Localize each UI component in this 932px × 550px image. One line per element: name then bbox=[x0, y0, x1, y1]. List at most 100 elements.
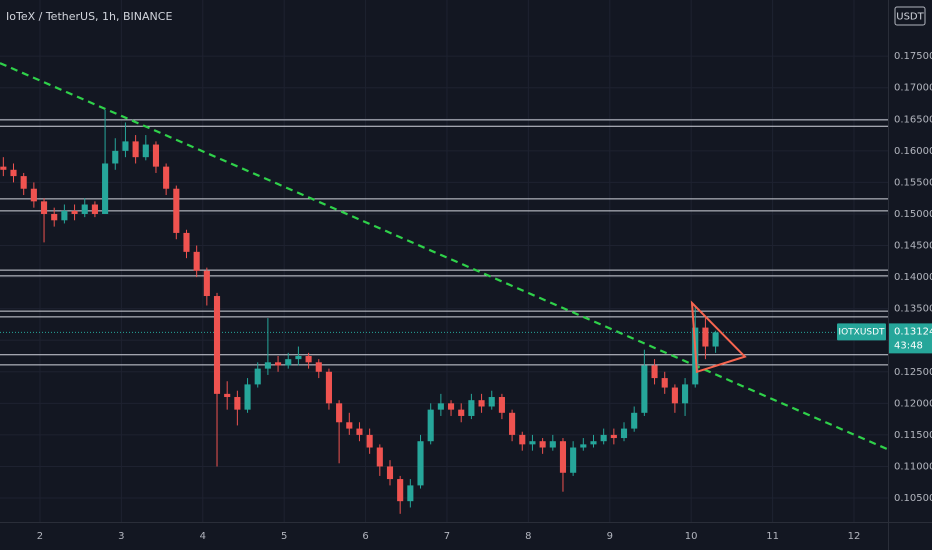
x-tick-label: 9 bbox=[607, 531, 613, 542]
candle-body bbox=[295, 355, 302, 360]
candle-body bbox=[447, 403, 455, 410]
last-price-box bbox=[889, 323, 932, 354]
symbol-box bbox=[837, 323, 886, 341]
candle-body bbox=[346, 422, 353, 429]
y-tick-label: 0.16000 bbox=[894, 146, 932, 157]
candle-body bbox=[305, 355, 312, 363]
candle-body bbox=[661, 378, 668, 388]
candle-body bbox=[71, 210, 78, 214]
y-tick-label: 0.10500 bbox=[894, 493, 932, 504]
y-tick-label: 0.15000 bbox=[894, 209, 932, 220]
candle-body bbox=[163, 166, 170, 189]
candle-body bbox=[244, 384, 251, 410]
candle-body bbox=[142, 144, 149, 158]
chart-title: IoTeX / TetherUS, 1h, BINANCE bbox=[6, 10, 172, 23]
candle-body bbox=[407, 485, 414, 502]
candle-body bbox=[641, 365, 648, 413]
candle-body bbox=[152, 144, 160, 167]
y-tick-label: 0.12000 bbox=[894, 398, 932, 409]
candle-body bbox=[427, 409, 434, 442]
candle-body bbox=[478, 400, 485, 407]
candle-body bbox=[712, 332, 719, 347]
x-tick-label: 8 bbox=[525, 531, 531, 542]
candle-body bbox=[254, 368, 261, 385]
candle-body bbox=[173, 188, 180, 233]
candle-body bbox=[580, 444, 587, 448]
candle-body bbox=[193, 251, 200, 271]
countdown: 43:48 bbox=[894, 340, 923, 351]
y-tick-label: 0.16500 bbox=[894, 114, 932, 125]
candle-body bbox=[224, 393, 231, 398]
candle-body bbox=[61, 210, 68, 221]
candle-body bbox=[0, 166, 7, 170]
candle-body bbox=[620, 428, 628, 439]
y-tick-label: 0.17000 bbox=[894, 83, 932, 94]
currency[interactable]: USDT bbox=[896, 12, 924, 23]
x-tick-label: 3 bbox=[118, 531, 124, 542]
triangle-pattern bbox=[690, 300, 747, 374]
candle-body bbox=[376, 447, 383, 467]
candle-body bbox=[51, 213, 58, 221]
candle-body bbox=[91, 204, 98, 214]
trendline bbox=[0, 62, 888, 451]
candle-body bbox=[570, 447, 577, 473]
y-tick-label: 0.11000 bbox=[894, 461, 932, 472]
candle-body bbox=[264, 362, 271, 369]
y-tick-label: 0.14500 bbox=[894, 241, 932, 252]
x-tick-label: 7 bbox=[444, 531, 450, 542]
y-tick-label: 0.13500 bbox=[894, 304, 932, 315]
candle-body bbox=[671, 387, 678, 404]
x-tick-label: 4 bbox=[200, 531, 206, 542]
candle-body bbox=[366, 434, 373, 448]
candle-body bbox=[509, 412, 516, 435]
candle-body bbox=[336, 403, 343, 423]
candle-body bbox=[315, 362, 322, 372]
candle-body bbox=[112, 150, 119, 164]
candle-body bbox=[417, 441, 424, 486]
candle-body bbox=[488, 397, 495, 407]
candle-body bbox=[610, 434, 617, 439]
currency-box[interactable] bbox=[894, 6, 926, 26]
candle-body bbox=[20, 176, 27, 189]
y-tick-label: 0.12500 bbox=[894, 367, 932, 378]
candle-body bbox=[468, 400, 475, 416]
candle-body bbox=[183, 232, 190, 252]
candle-body bbox=[529, 441, 536, 445]
symbol-label: IOTXUSDT bbox=[838, 327, 885, 337]
candle-body bbox=[631, 412, 638, 429]
candle-body bbox=[600, 434, 607, 442]
x-tick-label: 5 bbox=[281, 531, 287, 542]
candle-body bbox=[213, 296, 221, 394]
candle-body bbox=[539, 441, 546, 448]
candle-body bbox=[702, 327, 709, 347]
y-tick-label: 0.11500 bbox=[894, 430, 932, 441]
candle-body bbox=[203, 270, 210, 297]
candle-body bbox=[519, 434, 526, 445]
candle-body bbox=[458, 409, 465, 416]
candle-body bbox=[590, 441, 597, 445]
candle-body bbox=[437, 403, 444, 410]
last-price-label: 0.13124 bbox=[894, 326, 932, 337]
candle-body bbox=[132, 141, 139, 158]
candle-body bbox=[40, 201, 48, 214]
candle-body bbox=[10, 169, 17, 177]
candle-body bbox=[285, 359, 292, 366]
x-tick-label: 6 bbox=[362, 531, 368, 542]
x-tick-label: 10 bbox=[685, 531, 698, 542]
candle-body bbox=[651, 365, 658, 379]
x-tick-label: 12 bbox=[848, 531, 861, 542]
candle-body bbox=[559, 441, 567, 473]
y-tick-label: 0.15500 bbox=[894, 177, 932, 188]
candle-body bbox=[386, 466, 394, 480]
candle-body bbox=[498, 397, 505, 413]
candle-body bbox=[549, 441, 556, 448]
candle-body bbox=[397, 479, 404, 502]
candle-body bbox=[81, 204, 88, 214]
candle-body bbox=[102, 163, 109, 214]
candle-body bbox=[234, 397, 241, 410]
candle-body bbox=[275, 362, 282, 366]
candle-body bbox=[325, 371, 332, 404]
